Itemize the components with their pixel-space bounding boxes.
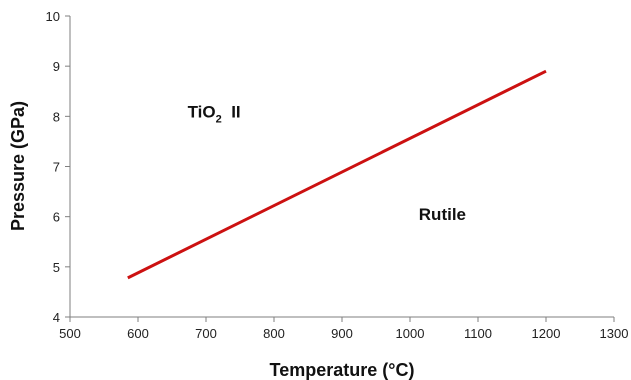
y-axis-title: Pressure (GPa) <box>8 101 28 231</box>
x-tick-label: 500 <box>59 326 81 341</box>
x-tick-label: 700 <box>195 326 217 341</box>
y-tick-label: 5 <box>53 260 60 275</box>
x-tick-label: 1000 <box>396 326 425 341</box>
series-layer <box>127 69 547 280</box>
phase-boundary-line <box>127 69 547 280</box>
x-tick-label: 1300 <box>600 326 629 341</box>
y-tick-label: 9 <box>53 59 60 74</box>
x-axis: 500 600 700 800 900 1000 1100 1200 1300 <box>59 316 629 341</box>
tio2-ii-label-subscript: 2 <box>216 113 222 125</box>
tio2-ii-label: TiO2 II <box>188 102 241 125</box>
x-tick-label: 900 <box>331 326 353 341</box>
tio2-ii-label-tail: II <box>222 102 241 121</box>
y-tick-label: 4 <box>53 310 60 325</box>
x-tick-label: 800 <box>263 326 285 341</box>
rutile-label: Rutile <box>419 205 466 224</box>
x-tick-label: 1200 <box>532 326 561 341</box>
x-tick-label: 1100 <box>464 326 492 341</box>
y-tick-label: 6 <box>53 210 60 225</box>
y-tick-label: 10 <box>46 9 60 24</box>
x-axis-title: Temperature (°C) <box>270 360 415 380</box>
y-tick-label: 8 <box>53 109 60 124</box>
x-tick-label: 600 <box>127 326 149 341</box>
y-axis: 4 5 6 7 8 9 10 <box>46 9 71 325</box>
y-tick-label: 7 <box>53 160 60 175</box>
tio2-ii-label-main: TiO <box>188 102 216 121</box>
